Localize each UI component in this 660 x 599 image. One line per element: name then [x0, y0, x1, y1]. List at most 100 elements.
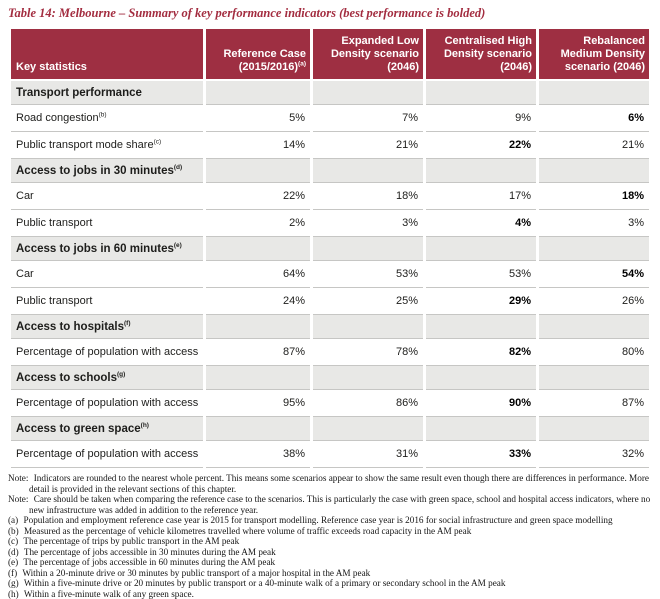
value-cell: 78% [313, 339, 423, 366]
note-label: Note: [8, 473, 31, 483]
value-cell-best: 90% [426, 390, 536, 417]
section-cell [539, 417, 649, 441]
column-header-key-statistics: Key statistics [11, 29, 203, 81]
section-cell [206, 237, 310, 261]
table-row: Road congestion(b)5%7%9%6% [11, 105, 649, 132]
row-label: Percentage of population with access [11, 441, 203, 468]
value-cell: 80% [539, 339, 649, 366]
row-label: Public transport [11, 288, 203, 315]
footnote-line: (c) The percentage of trips by public tr… [8, 536, 660, 547]
section-row: Access to jobs in 30 minutes(d) [11, 159, 649, 183]
footnote-marker: (h) [141, 422, 149, 429]
value-cell: 25% [313, 288, 423, 315]
table-title: Table 14: Melbourne – Summary of key per… [8, 6, 652, 21]
row-label: Percentage of population with access [11, 339, 203, 366]
row-label: Access to jobs in 60 minutes(e) [11, 237, 203, 261]
row-label: Transport performance [11, 81, 203, 105]
footnote-line: (e) The percentage of jobs accessible in… [8, 557, 660, 568]
row-label: Access to green space(h) [11, 417, 203, 441]
value-cell: 31% [313, 441, 423, 468]
section-cell [206, 159, 310, 183]
note-line: Note: Care should be taken when comparin… [8, 494, 660, 515]
value-cell: 17% [426, 183, 536, 210]
footnote-line: (d) The percentage of jobs accessible in… [8, 547, 660, 558]
footnote-marker: (e) [174, 242, 182, 249]
value-cell: 53% [426, 261, 536, 288]
value-cell: 22% [206, 183, 310, 210]
value-cell: 24% [206, 288, 310, 315]
section-cell [539, 81, 649, 105]
section-cell [539, 315, 649, 339]
row-label: Car [11, 183, 203, 210]
section-cell [426, 81, 536, 105]
section-cell [206, 417, 310, 441]
value-cell-best: 54% [539, 261, 649, 288]
footnote-line: (h) Within a five-minute walk of any gre… [8, 589, 660, 599]
value-cell-best: 33% [426, 441, 536, 468]
footnote-marker: (d) [174, 164, 182, 171]
footnote-marker: (c) [154, 138, 162, 145]
row-label: Access to jobs in 30 minutes(d) [11, 159, 203, 183]
section-cell [426, 159, 536, 183]
footnote-line: (g) Within a five-minute drive or 20 min… [8, 578, 660, 589]
section-cell [313, 159, 423, 183]
section-cell [206, 315, 310, 339]
value-cell-best: 22% [426, 132, 536, 159]
value-cell: 53% [313, 261, 423, 288]
value-cell: 21% [313, 132, 423, 159]
section-cell [206, 81, 310, 105]
value-cell: 38% [206, 441, 310, 468]
section-row: Access to jobs in 60 minutes(e) [11, 237, 649, 261]
row-label: Public transport [11, 210, 203, 237]
value-cell: 2% [206, 210, 310, 237]
section-cell [426, 417, 536, 441]
section-row: Access to hospitals(f) [11, 315, 649, 339]
value-cell: 3% [313, 210, 423, 237]
value-cell-best: 6% [539, 105, 649, 132]
section-cell [426, 237, 536, 261]
footnote-marker: (g) [117, 371, 125, 378]
footnote-line: (f) Within a 20-minute drive or 30 minut… [8, 568, 660, 579]
section-cell [539, 159, 649, 183]
value-cell: 86% [313, 390, 423, 417]
note-label: (c) [8, 536, 21, 546]
value-cell: 5% [206, 105, 310, 132]
value-cell: 87% [206, 339, 310, 366]
note-label: (d) [8, 547, 22, 557]
section-cell [539, 366, 649, 390]
row-label: Percentage of population with access [11, 390, 203, 417]
value-cell: 7% [313, 105, 423, 132]
section-cell [313, 81, 423, 105]
section-cell [206, 366, 310, 390]
column-header: Reference Case(2015/2016)(a) [206, 29, 310, 81]
value-cell: 14% [206, 132, 310, 159]
note-label: (a) [8, 515, 21, 525]
section-cell [313, 315, 423, 339]
section-cell [313, 417, 423, 441]
value-cell: 21% [539, 132, 649, 159]
table-row: Public transport mode share(c)14%21%22%2… [11, 132, 649, 159]
section-cell [313, 237, 423, 261]
note-label: Note: [8, 494, 31, 504]
section-cell [426, 366, 536, 390]
note-label: (h) [8, 589, 22, 599]
value-cell-best: 4% [426, 210, 536, 237]
row-label: Access to schools(g) [11, 366, 203, 390]
value-cell: 9% [426, 105, 536, 132]
value-cell: 26% [539, 288, 649, 315]
value-cell-best: 29% [426, 288, 536, 315]
note-label: (g) [8, 578, 22, 588]
footnote-marker: (a) [298, 60, 306, 67]
value-cell: 32% [539, 441, 649, 468]
note-label: (b) [8, 526, 22, 536]
section-cell [426, 315, 536, 339]
